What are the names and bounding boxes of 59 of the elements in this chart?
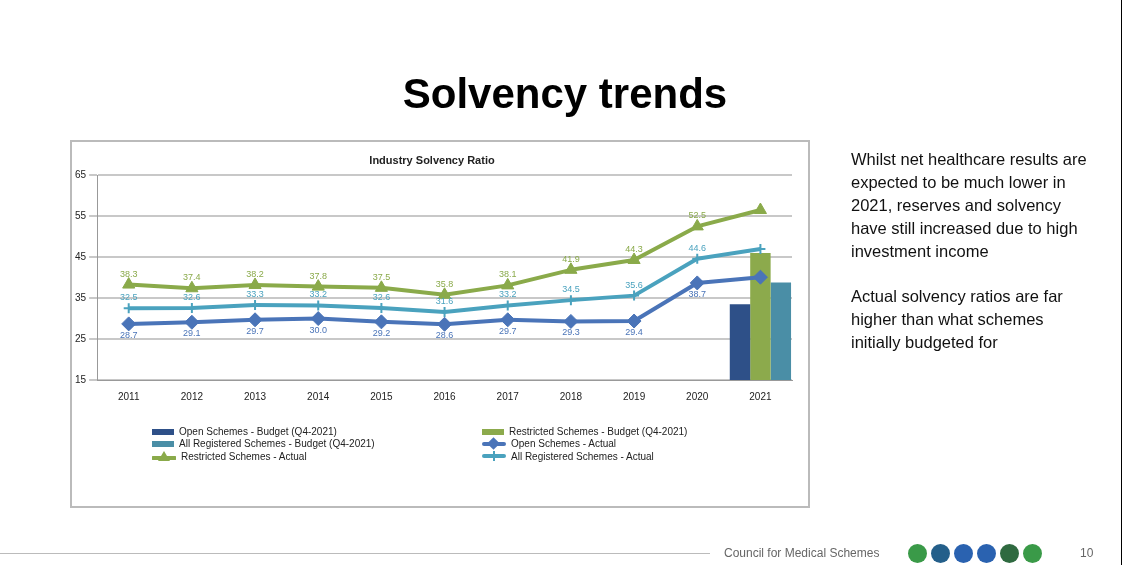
data-label: 35.8	[435, 278, 454, 289]
y-tick-label: 45	[75, 250, 87, 262]
data-label: 44.3	[625, 243, 643, 254]
data-label: 29.7	[246, 325, 264, 336]
y-tick-label: 15	[75, 373, 87, 385]
chart-subtitle: Industry Solvency Ratio	[369, 153, 495, 166]
data-label: 32.6	[183, 291, 201, 302]
legend-label: Restricted Schemes - Actual	[181, 450, 307, 462]
x-tick-label: 2012	[180, 390, 204, 402]
x-tick-label: 2016	[433, 390, 457, 402]
data-label: 33.3	[246, 289, 264, 300]
data-label: 29.3	[562, 327, 580, 338]
data-label: 28.6	[435, 330, 454, 341]
text: 10	[1080, 546, 1094, 560]
data-label: 37.5	[372, 271, 391, 282]
data-label: 44.6	[688, 242, 707, 253]
text: Actual solvency ratios are far higher than what schemes initially budgeted for	[851, 286, 1064, 353]
x-tick-label: 2015	[370, 390, 393, 402]
x-tick-label: 2019	[622, 390, 646, 402]
data-label: 29.7	[498, 325, 517, 336]
data-label: 38.2	[246, 268, 264, 279]
data-label: 34.5	[562, 284, 580, 295]
data-label: 33.2	[498, 289, 517, 300]
legend-label: All Registered Schemes - Budget (Q4-2021)	[179, 438, 375, 449]
data-label: 29.1	[183, 328, 201, 339]
x-tick-label: 2020	[686, 390, 709, 402]
x-tick-label: 2017	[496, 390, 520, 402]
data-label: 29.2	[372, 327, 391, 338]
data-label: 37.8	[309, 270, 327, 281]
y-tick-label: 25	[75, 332, 87, 344]
data-label: 33.2	[309, 289, 327, 300]
data-label: 41.9	[562, 253, 580, 264]
x-tick-label: 2021	[749, 390, 772, 402]
y-tick-label: 35	[75, 291, 87, 303]
x-tick-label: 2013	[243, 390, 267, 402]
data-label: 35.6	[625, 279, 643, 290]
data-label: 28.7	[119, 329, 138, 340]
chart-title: Solvency trends	[401, 70, 729, 118]
data-label: 37.4	[183, 272, 201, 283]
data-label: 52.5	[688, 210, 707, 221]
text: Council for Medical Schemes	[724, 546, 880, 560]
legend-label: Restricted Schemes - Budget (Q4-2021)	[509, 426, 688, 437]
x-tick-label: 2018	[559, 390, 583, 402]
legend-label: All Registered Schemes - Actual	[511, 450, 654, 462]
data-label: 31.6	[435, 295, 454, 306]
text: Whilst net healthcare results are expected to be much lower in 2021, reserves and solvency have still increased due to high investment income	[851, 149, 1087, 262]
data-label: 30.0	[309, 324, 327, 335]
data-label: 38.1	[498, 269, 517, 280]
legend-label: Open Schemes - Actual	[511, 438, 617, 449]
data-label: 32.6	[372, 291, 391, 302]
data-label: 38.7	[688, 288, 707, 299]
x-tick-label: 2014	[307, 390, 330, 402]
y-tick-label: 55	[75, 209, 87, 221]
data-label: 29.4	[625, 327, 643, 337]
legend-label: Open Schemes - Budget (Q4-2021)	[179, 426, 337, 437]
x-tick-label: 2011	[117, 390, 140, 402]
data-label: 32.5	[119, 292, 138, 303]
data-label: 38.3	[119, 268, 138, 279]
y-tick-label: 65	[75, 168, 87, 180]
